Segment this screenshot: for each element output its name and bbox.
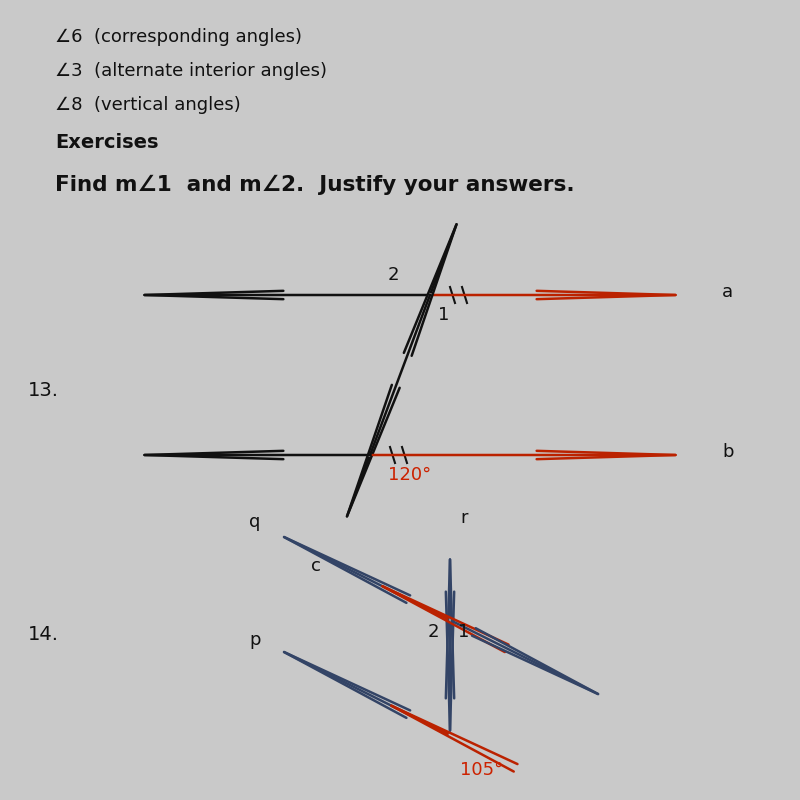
Text: ∠8  (vertical angles): ∠8 (vertical angles)	[55, 96, 241, 114]
Text: p: p	[250, 631, 261, 649]
Text: 1: 1	[458, 623, 470, 641]
Text: b: b	[722, 443, 734, 461]
Text: 2: 2	[388, 266, 399, 284]
Text: 14.: 14.	[28, 626, 59, 645]
Text: c: c	[311, 557, 322, 575]
Text: 120°: 120°	[388, 466, 431, 484]
Text: ∠3  (alternate interior angles): ∠3 (alternate interior angles)	[55, 62, 327, 80]
Text: 105°: 105°	[460, 761, 503, 779]
Text: 13.: 13.	[28, 381, 59, 399]
Text: Find m∠1  and m∠2.  Justify your answers.: Find m∠1 and m∠2. Justify your answers.	[55, 175, 574, 195]
Text: 2: 2	[428, 623, 439, 641]
Text: r: r	[460, 509, 467, 527]
Text: Exercises: Exercises	[55, 133, 158, 152]
Text: ∠6  (corresponding angles): ∠6 (corresponding angles)	[55, 28, 302, 46]
Text: q: q	[250, 513, 261, 531]
Text: a: a	[722, 283, 733, 301]
Text: 1: 1	[438, 306, 450, 324]
